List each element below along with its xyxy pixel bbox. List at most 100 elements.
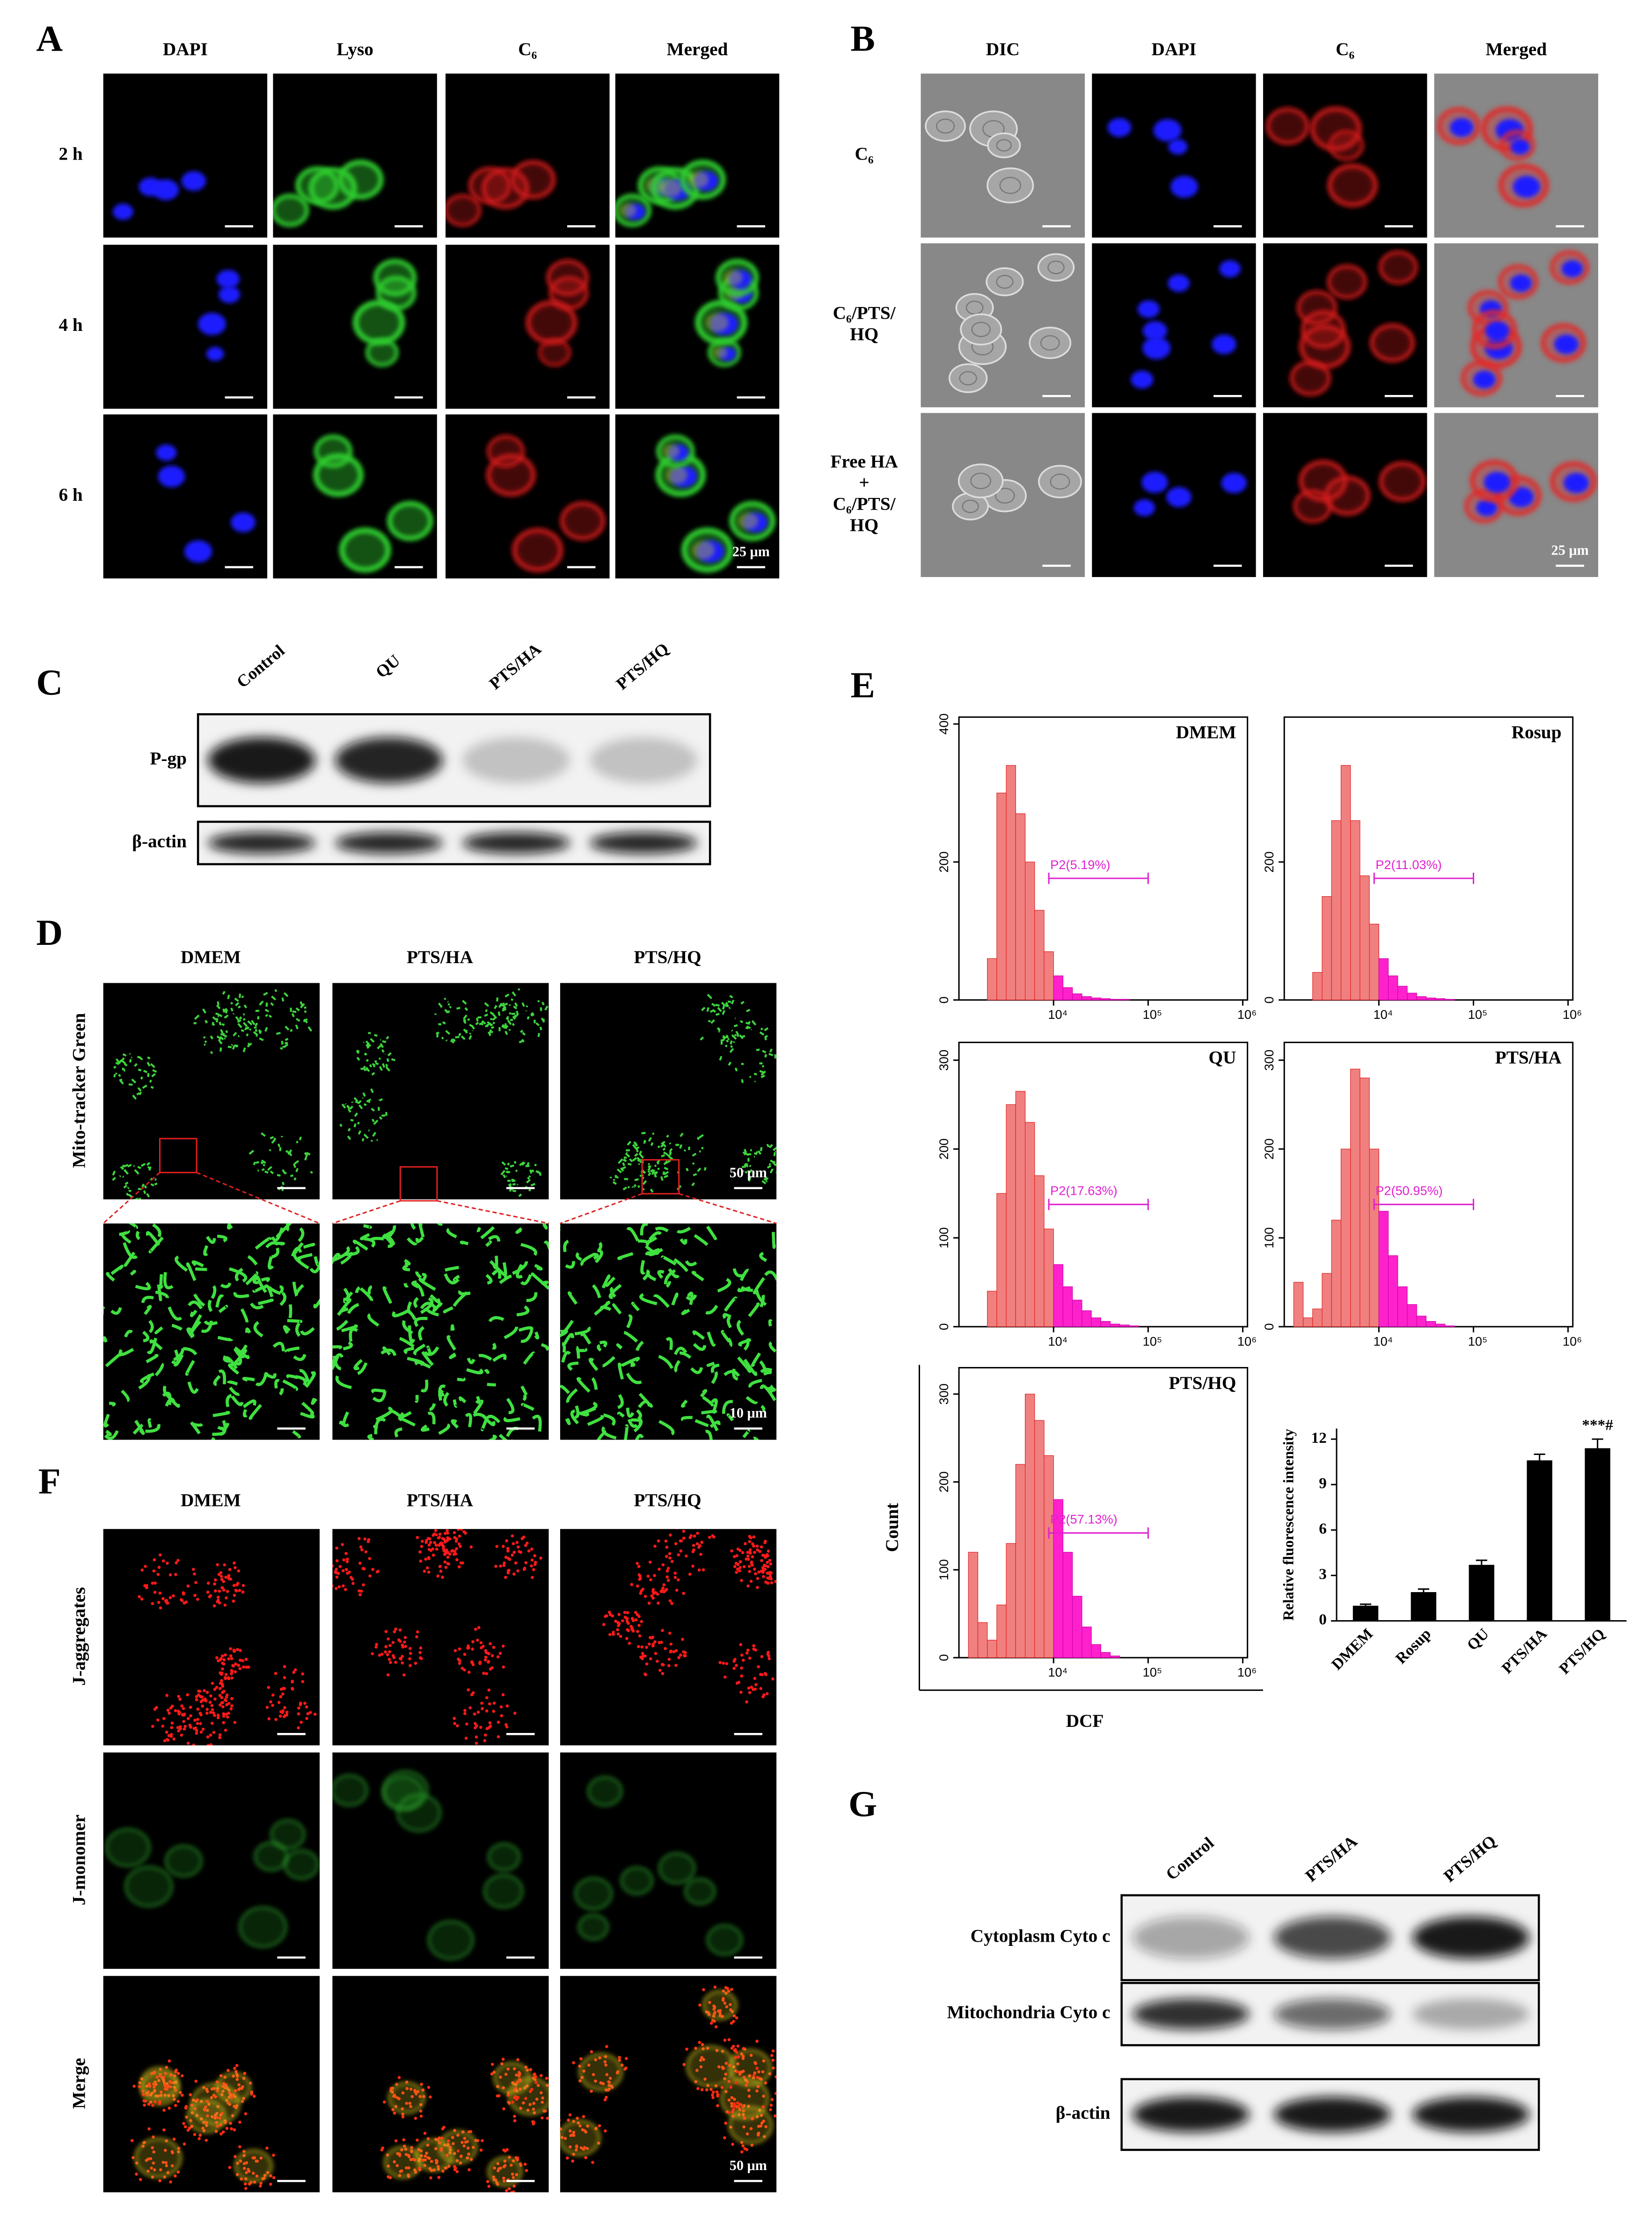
mitochondrion [118,1074,121,1077]
dot [473,1712,476,1716]
dot [151,1602,154,1605]
micrograph [103,1752,320,1969]
dot [533,2072,536,2076]
mitochondrion [255,1237,272,1250]
dot [748,1656,752,1660]
mitochondrion [648,1137,652,1142]
dot [265,1705,269,1709]
mitochondrion [382,1040,387,1043]
mitochondrion [721,1001,726,1007]
dot [475,1724,478,1728]
dot [239,1649,242,1652]
lane-label: PTS/HA [486,639,545,693]
dot [645,1662,649,1666]
dot [548,2076,549,2079]
mitochondrion [285,1150,288,1153]
dot [209,1733,212,1737]
dot [584,2156,587,2159]
mitochondrion [647,1172,651,1177]
mitochondrion [719,1056,723,1061]
dot [637,1573,641,1577]
mitochondrion [735,1031,739,1036]
mitochondrion [259,1000,264,1006]
dot [282,1715,286,1718]
dot [556,2130,559,2133]
dot [702,1988,705,1991]
dot [530,1564,533,1568]
dot [755,1544,759,1548]
mitochondrion [152,1069,157,1073]
mitochondrion [150,1183,154,1186]
mitochondrion [394,1427,402,1438]
dot [145,1586,148,1590]
mitochondrion [231,1395,244,1406]
mitochondrion [203,1036,206,1039]
dot [178,1725,182,1729]
mitochondrion [486,1025,489,1028]
histogram-bar [1072,1596,1082,1658]
mitochondrion [526,1292,538,1302]
dot [402,1673,406,1677]
mitochondrion [760,1027,763,1031]
dot [476,1638,479,1642]
dot [677,1656,680,1659]
mitochondrion [651,1172,653,1175]
mitochondrion [702,1396,715,1407]
dot [388,1650,391,1653]
mitochondrion [427,1411,436,1425]
histogram-bar [987,1291,997,1327]
dot [219,1575,223,1578]
dot [227,2069,230,2072]
mitochondrion [626,1227,639,1242]
dot [682,2063,686,2066]
nucleus [206,347,224,361]
mitochondrion [282,1182,285,1185]
band [1132,2097,1250,2133]
mitochondrion [152,1223,161,1238]
mitochondrion [513,1161,517,1164]
dot [213,1714,216,1717]
mitochondrion [669,1148,673,1152]
row-label: Merge [69,2058,89,2109]
mitochondrion [211,1437,216,1440]
dot [232,1600,235,1603]
histogram-bar [1091,997,1101,1001]
dot [215,2080,219,2084]
dot [514,2156,518,2159]
mitochondrion [138,1056,143,1061]
dot [177,1695,181,1698]
dot [166,1709,170,1712]
mitochondrion [234,1354,242,1366]
mitochondrion [271,1247,280,1259]
image-background [1092,73,1256,238]
mitochondrion [360,1233,370,1241]
mitochondrion [679,1351,692,1359]
mitochondrion [293,1354,307,1361]
mitochondrion [710,1363,720,1374]
mitochondrion [352,1239,369,1251]
mitochondrion [364,1068,368,1072]
mitochondrion [722,1400,733,1414]
mitochondrion [634,1153,638,1157]
dot [374,1645,378,1649]
dot [456,2149,460,2153]
dot [694,1522,698,1526]
mitochondrion [490,1030,493,1034]
mitochondrion [484,1013,489,1017]
dot [688,1572,692,1576]
mitochondrion [500,1169,506,1176]
dot [336,1571,340,1575]
micrograph [1092,413,1256,577]
dot [614,1619,617,1623]
mitochondrion [119,1175,121,1177]
nucleus [1221,473,1247,493]
mitochondrion [237,1035,240,1038]
mitochondrion [154,1362,164,1376]
dot [762,1575,765,1579]
y-axis-label: Relative fluorescence intensity [1280,1429,1297,1621]
mitochondrion [762,1050,767,1053]
mitochondrion [665,1281,671,1288]
dot [453,1526,456,1529]
mitochondrion [685,1260,697,1266]
mitochondrion [387,1052,392,1057]
